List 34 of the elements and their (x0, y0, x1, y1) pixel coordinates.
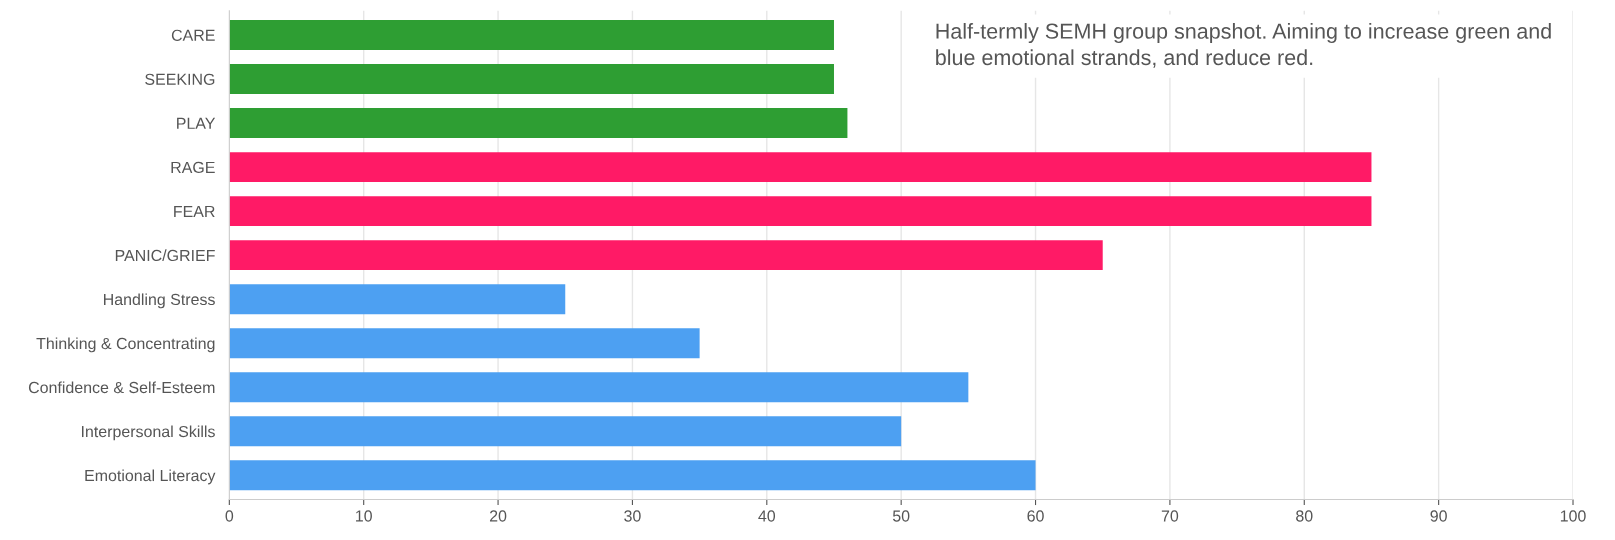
y-tick-label: FEAR (174, 205, 215, 217)
bar (229, 372, 969, 403)
bar (229, 460, 1036, 491)
x-tick-label: 60 (1027, 510, 1044, 522)
y-tick-label: CARE (171, 29, 215, 41)
x-tick-label: 80 (1296, 510, 1313, 522)
y-tick-label: Handling Stress (104, 293, 215, 309)
bar (229, 240, 1103, 271)
bar (229, 108, 848, 139)
x-tick-label: 0 (225, 510, 234, 522)
y-tick-label: RAGE (171, 161, 215, 174)
x-tick-label: 30 (624, 510, 641, 522)
x-tick-label: 20 (489, 510, 507, 522)
x-tick-label: 90 (1430, 510, 1447, 522)
y-tick-label: PANIC/GRIEF (115, 249, 215, 262)
bar (229, 20, 834, 50)
y-tick-label: Emotional Literacy (85, 469, 216, 485)
x-tick-label: 70 (1161, 510, 1179, 522)
x-tick-label: 10 (356, 510, 372, 522)
bar (229, 152, 1372, 183)
x-tick-label: 50 (892, 510, 910, 522)
y-tick-label: Interpersonal Skills (81, 425, 215, 441)
annotation: Half-termly SEMH group snapshot. Aiming to increase green and blue emotional strands, and reduce red. (936, 23, 1551, 68)
y-tick-label: Thinking & Concentrating (36, 337, 215, 353)
bar (229, 284, 566, 315)
bar (229, 64, 834, 95)
bar (229, 328, 700, 359)
x-tick-label: 40 (758, 510, 776, 522)
y-tick-label: SEEKING (145, 73, 215, 85)
bar (229, 196, 1372, 227)
y-tick-label: PLAY (177, 117, 216, 129)
x-tick-label: 100 (1560, 510, 1586, 522)
y-tick-label: Confidence & Self-Esteem (28, 381, 215, 394)
bar (229, 416, 902, 447)
